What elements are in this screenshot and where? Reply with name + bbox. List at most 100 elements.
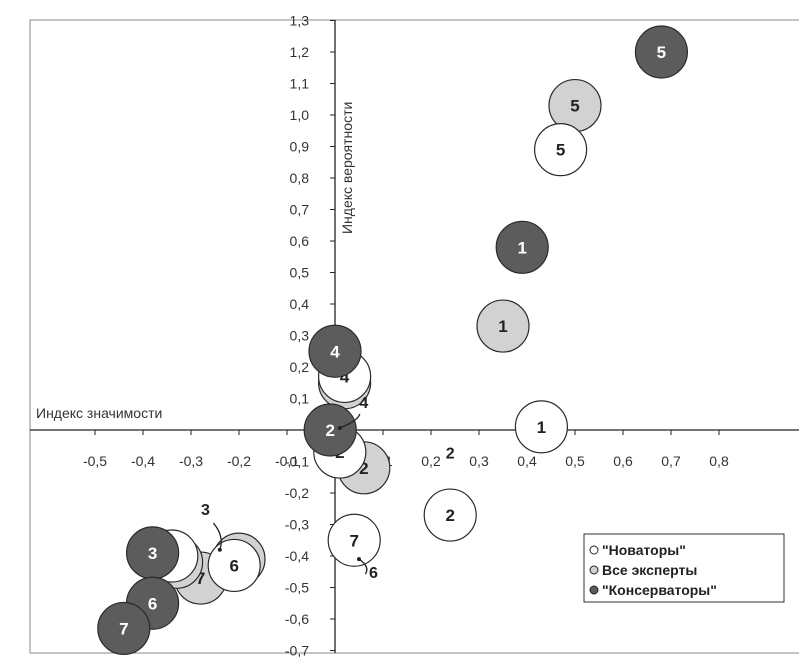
x-tick-label: -0,2: [227, 453, 251, 469]
legend-label: Все эксперты: [602, 562, 697, 578]
annotation-label: 3: [201, 502, 210, 519]
annotation-label: 6: [369, 565, 378, 582]
annotation-label: 2: [446, 445, 455, 462]
y-tick-label: 0,4: [290, 296, 310, 312]
y-tick-labels: -0,7 -0,6 -0,5 -0,4 -0,3 -0,2 -0,1 0,1 0,2 0,3 0,4…: [285, 13, 335, 657]
y-tick-label: 0,8: [290, 170, 310, 186]
annotation-arrow: [358, 558, 368, 575]
data-point: 2: [303, 403, 357, 457]
y-tick-label: -0,6: [285, 611, 309, 627]
x-tick-label: 0,6: [613, 453, 633, 469]
y-tick-label: 0,5: [290, 265, 310, 281]
point-label: 2: [359, 459, 368, 478]
x-tick-label: 0,8: [709, 453, 729, 469]
point-label: 2: [445, 506, 454, 525]
point-label: 1: [517, 238, 526, 257]
point-label: 5: [570, 97, 579, 116]
data-point: 5: [634, 25, 689, 79]
y-tick-label: -0,1: [285, 454, 309, 470]
annotation-arrow: [339, 413, 361, 429]
y-tick-label: -0,5: [285, 580, 309, 596]
data-point: 1: [495, 220, 549, 274]
y-tick-label: -0,7: [285, 643, 309, 657]
point-label: 7: [119, 619, 128, 638]
point-marker: [423, 488, 477, 542]
y-tick-label: 0,9: [290, 139, 310, 155]
legend: "Новаторы" Все эксперты "Консерваторы": [583, 533, 785, 603]
y-tick-label: 0,1: [290, 391, 310, 407]
point-marker: [514, 400, 569, 454]
data-point: 7: [327, 513, 381, 567]
x-tick-label: 0,7: [661, 453, 681, 469]
point-label: 3: [148, 544, 157, 563]
legend-marker: [589, 545, 599, 555]
x-tick-labels: -0,5-0,4-0,3-0,2-0,10,10,20,30,40,50,60,…: [83, 430, 729, 469]
plot-area-border: [29, 19, 799, 654]
point-label: 6: [148, 594, 157, 613]
point-label: 5: [657, 43, 666, 62]
point-marker: [303, 403, 357, 457]
legend-entry: Все эксперты: [589, 562, 697, 578]
y-tick-label: 1,3: [290, 13, 310, 29]
point-label: 2: [325, 421, 334, 440]
point-marker: [327, 513, 381, 567]
data-point: 7: [97, 601, 151, 656]
y-tick-label: -0,3: [285, 517, 309, 533]
x-tick-label: 0,2: [421, 453, 441, 469]
x-tick-label: 0,4: [517, 453, 537, 469]
x-tick-label: -0,5: [83, 453, 107, 469]
data-point: 5: [533, 123, 588, 177]
data-point: 1: [476, 299, 530, 353]
x-tick-label: -0,1: [275, 453, 299, 469]
legend-box: [583, 533, 785, 603]
data-point: 4: [308, 324, 362, 378]
x-tick-label: -0,4: [131, 453, 155, 469]
point-label: 5: [556, 141, 565, 160]
y-tick-label: 0,3: [290, 328, 310, 344]
point-label: 4: [330, 342, 340, 361]
x-tick-label: 0,3: [469, 453, 489, 469]
point-label: 1: [498, 317, 507, 336]
y-tick-label: 0,2: [290, 359, 310, 375]
annotation-arrow-head: [337, 426, 342, 430]
data-points: 5142673512724635142367: [97, 25, 689, 656]
point-label: 4: [340, 367, 350, 386]
annotation-arrow-head: [217, 547, 222, 552]
x-tick-label: 0,5: [565, 453, 585, 469]
point-marker: [533, 123, 588, 177]
x-axis-title: Индекс значимости: [36, 405, 162, 421]
legend-entry: "Новаторы": [589, 542, 686, 558]
point-marker: [207, 538, 261, 593]
legend-marker: [589, 585, 599, 595]
point-marker: [495, 220, 549, 274]
y-tick-label: 0,7: [290, 202, 310, 218]
y-tick-label: 1,0: [290, 107, 310, 123]
point-marker: [308, 324, 362, 378]
data-point: 2: [423, 488, 477, 542]
data-point: 6: [207, 538, 261, 593]
data-point: 5: [548, 78, 602, 133]
point-label: 1: [537, 418, 546, 437]
point-label: 6: [229, 556, 238, 575]
legend-entry: "Консерваторы": [589, 582, 717, 598]
legend-marker: [589, 565, 599, 575]
y-tick-label: 1,1: [290, 76, 310, 92]
annotation-arrow: [212, 522, 222, 550]
point-marker: [476, 299, 530, 353]
x-tick-label: -0,3: [179, 453, 203, 469]
point-label: 7: [349, 531, 358, 550]
annotations: 4 2 3 6: [201, 395, 455, 582]
point-label: 7: [196, 569, 205, 588]
y-tick-label: 1,2: [290, 44, 310, 60]
data-point: 1: [514, 400, 569, 454]
annotation-arrow-head: [357, 557, 361, 562]
point-marker: [634, 25, 689, 79]
annotation-label: 4: [359, 395, 368, 412]
y-tick-label: 0,6: [290, 233, 310, 249]
point-marker: [97, 601, 151, 656]
y-tick-label: -0,2: [285, 485, 309, 501]
legend-label: "Консерваторы": [602, 582, 717, 598]
legend-label: "Новаторы": [602, 542, 686, 558]
data-point: 3: [126, 526, 180, 580]
